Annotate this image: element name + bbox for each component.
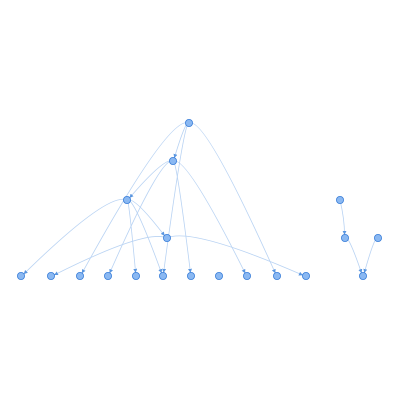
node-l4-leaf[interactable]	[104, 271, 113, 280]
node-l1-leaf[interactable]	[16, 271, 25, 280]
node-b1-mid[interactable]	[340, 233, 349, 242]
edge-n0-to-l6	[162, 122, 190, 273]
edges-layer	[23, 122, 379, 276]
node-l2-leaf[interactable]	[47, 271, 56, 280]
node-n0-root[interactable]	[184, 119, 193, 128]
node-l11-leaf[interactable]	[301, 271, 310, 280]
edge-b0-to-b1	[339, 199, 347, 235]
node-l5-leaf[interactable]	[131, 271, 140, 280]
edge-b2-to-b3	[363, 237, 379, 274]
edge-n0-to-l10	[188, 122, 276, 274]
edge-n2-to-l1	[23, 198, 128, 275]
node-n1-mid-node[interactable]	[168, 156, 177, 165]
edge-n1-to-l4	[109, 160, 174, 274]
edge-n1-to-l9	[172, 160, 246, 274]
node-b0-top[interactable]	[335, 195, 344, 204]
edge-n2-to-l5	[126, 199, 138, 273]
node-l3-leaf[interactable]	[76, 271, 85, 280]
edge-n1-to-l7	[172, 160, 192, 273]
node-l7-leaf[interactable]	[186, 271, 195, 280]
edge-n3-to-l2	[54, 236, 168, 276]
node-b2-side[interactable]	[373, 233, 382, 242]
node-l8-leaf[interactable]	[214, 271, 223, 280]
edge-n0-to-l3	[81, 122, 190, 274]
node-l9-leaf[interactable]	[242, 271, 251, 280]
node-b3-leaf[interactable]	[358, 271, 367, 280]
edge-n3-to-l11	[166, 235, 303, 276]
edge-b1-to-b3	[344, 237, 363, 274]
node-n2-left-node[interactable]	[123, 195, 132, 204]
nodes-layer	[16, 119, 382, 280]
node-n3-inner-node[interactable]	[162, 233, 171, 242]
node-l10-leaf[interactable]	[272, 271, 281, 280]
edge-n1-to-n2	[129, 160, 174, 198]
node-l6-leaf[interactable]	[158, 271, 167, 280]
